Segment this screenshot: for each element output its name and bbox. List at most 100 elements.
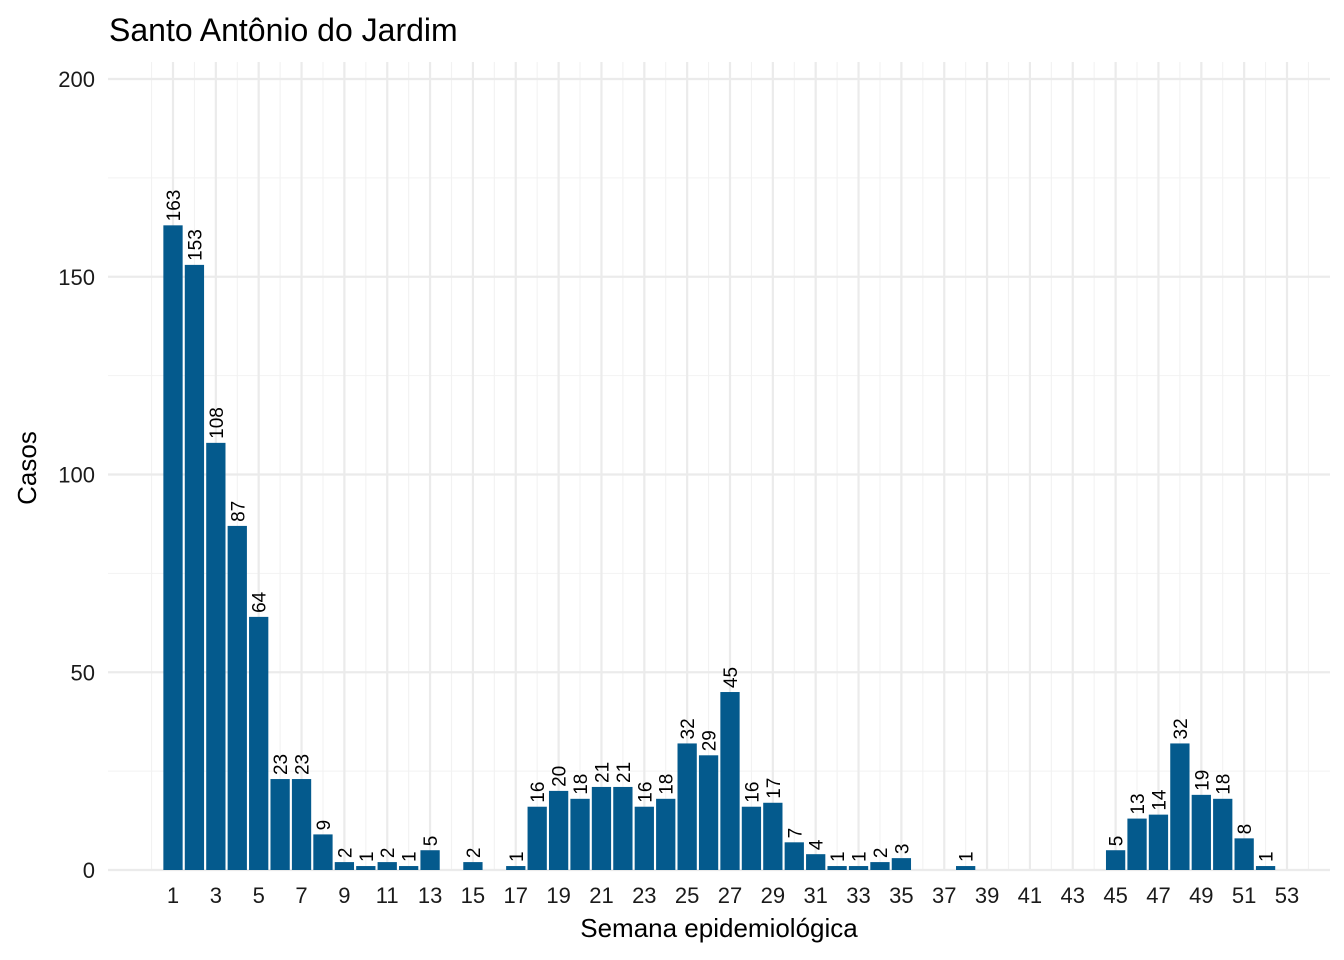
x-tick-label: 11 <box>376 883 399 908</box>
data-label: 3 <box>892 844 913 855</box>
data-label: 64 <box>250 591 271 613</box>
bar <box>870 862 890 870</box>
data-label: 153 <box>185 229 206 261</box>
bar <box>184 264 205 870</box>
data-label: 1 <box>400 851 421 862</box>
data-label: 4 <box>807 839 828 850</box>
data-label: 16 <box>742 782 763 803</box>
data-label: 5 <box>421 836 442 847</box>
data-label: 23 <box>293 754 314 775</box>
data-label: 45 <box>721 667 742 688</box>
bar <box>1148 814 1169 870</box>
x-tick-label: 9 <box>338 883 350 908</box>
bar <box>206 442 226 870</box>
bar <box>698 755 719 870</box>
bar <box>548 790 569 870</box>
data-label: 18 <box>571 774 592 795</box>
data-label: 16 <box>635 782 656 803</box>
bar <box>356 866 376 870</box>
data-label: 20 <box>550 766 571 787</box>
bar <box>463 862 483 870</box>
bar <box>1170 743 1190 870</box>
x-tick-label: 23 <box>632 883 656 908</box>
x-tick-label: 25 <box>675 883 699 908</box>
data-label: 163 <box>164 190 185 222</box>
bar <box>334 862 355 870</box>
x-tick-label: 49 <box>1189 883 1213 908</box>
bar <box>1234 838 1254 870</box>
data-label: 32 <box>1171 718 1192 739</box>
x-tick-label: 19 <box>546 883 570 908</box>
x-tick-label: 37 <box>932 883 956 908</box>
bar <box>677 743 697 870</box>
x-tick-label: 33 <box>846 883 870 908</box>
data-label: 1 <box>1257 851 1278 862</box>
chart-title: Santo Antônio do Jardim <box>109 12 458 48</box>
x-tick-label: 21 <box>589 883 613 908</box>
data-label: 2 <box>464 848 485 859</box>
y-tick-label: 50 <box>71 660 95 685</box>
data-label: 1 <box>828 851 849 862</box>
x-axis-ticks: 1 3 5 7 9 11 13 15 17 19 21 23 25 27 29 31 33 35 37 39 41 43 4… <box>167 883 1299 908</box>
y-tick-label: 150 <box>58 265 95 290</box>
data-label: 7 <box>785 828 806 839</box>
y-axis-ticks: 0 50 100 150 200 <box>58 67 95 883</box>
x-axis-title: Semana epidemiológica <box>580 913 858 943</box>
bar <box>720 692 740 870</box>
data-label: 2 <box>871 848 892 859</box>
bar <box>1213 798 1233 870</box>
data-label: 8 <box>1235 824 1256 835</box>
x-tick-label: 41 <box>1018 883 1042 908</box>
bar <box>1255 866 1276 870</box>
bar <box>741 806 762 870</box>
bar <box>1105 850 1126 870</box>
bar <box>377 862 397 870</box>
bar <box>956 866 976 870</box>
bar <box>399 866 419 870</box>
data-label: 19 <box>1192 770 1213 791</box>
bar <box>591 786 612 870</box>
bar <box>763 802 783 870</box>
bar <box>656 798 676 870</box>
y-axis-title: Casos <box>12 431 42 505</box>
bar <box>163 225 183 870</box>
x-tick-label: 1 <box>167 883 179 908</box>
bar <box>806 854 826 870</box>
bar <box>827 866 847 870</box>
data-label: 32 <box>678 718 699 739</box>
bar <box>270 779 290 870</box>
data-label: 18 <box>1214 774 1235 795</box>
data-label: 2 <box>335 848 356 859</box>
bar <box>570 798 590 870</box>
bar <box>848 866 869 870</box>
data-label: 16 <box>528 782 549 803</box>
x-tick-label: 47 <box>1146 883 1170 908</box>
x-tick-label: 17 <box>504 883 528 908</box>
x-tick-label: 35 <box>889 883 913 908</box>
data-label: 9 <box>314 820 335 831</box>
x-tick-label: 29 <box>761 883 785 908</box>
bar <box>291 779 312 870</box>
data-label: 29 <box>700 730 721 751</box>
bar <box>527 806 547 870</box>
bar <box>506 866 526 870</box>
data-label: 23 <box>271 754 292 775</box>
x-tick-label: 39 <box>975 883 999 908</box>
bar <box>1191 794 1211 870</box>
bar <box>227 525 247 870</box>
bar <box>891 858 912 870</box>
data-label: 21 <box>614 762 635 783</box>
x-tick-label: 53 <box>1275 883 1299 908</box>
bar <box>249 616 269 870</box>
x-tick-label: 15 <box>461 883 485 908</box>
x-tick-label: 3 <box>210 883 222 908</box>
x-tick-label: 13 <box>418 883 442 908</box>
bar <box>784 842 804 870</box>
data-label: 17 <box>764 778 785 799</box>
data-label: 5 <box>1107 836 1128 847</box>
x-tick-label: 45 <box>1103 883 1127 908</box>
bar <box>420 850 440 870</box>
data-label: 1 <box>850 851 871 862</box>
data-label: 87 <box>228 501 249 522</box>
